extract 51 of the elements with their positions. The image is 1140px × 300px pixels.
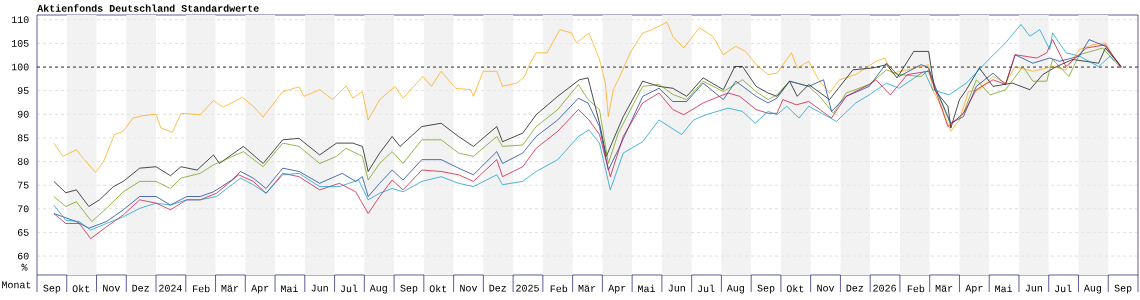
x-tick-label: Sep — [43, 284, 61, 294]
x-tick-label: Apr — [965, 284, 983, 294]
x-tick-label: Dez — [846, 284, 864, 292]
y-tick-label: 110 — [11, 16, 29, 24]
x-tick-label: Dez — [132, 284, 149, 292]
x-tick-label: Nov — [103, 284, 121, 292]
x-tick-label: Sep — [757, 284, 775, 294]
x-tick-label: Feb — [193, 284, 210, 293]
x-tick-label: Mai — [638, 284, 656, 293]
x-tick-label: 2025 — [516, 284, 539, 292]
x-tick-label: Mär — [221, 284, 239, 292]
x-tick-label: 2024 — [159, 284, 182, 292]
x-tick-label: Jul — [697, 284, 715, 293]
x-axis-title: Monat — [2, 281, 31, 289]
y-tick-label: 70 — [17, 205, 29, 213]
y-tick-label: 95 — [17, 87, 29, 95]
x-tick-label: Jul — [1054, 284, 1072, 293]
x-tick-label: Feb — [907, 284, 925, 293]
x-tick-label: Jun — [1025, 284, 1042, 292]
x-tick-label: Aug — [726, 284, 744, 294]
x-tick-label: Nov — [460, 284, 478, 292]
y-tick-label: 105 — [11, 39, 29, 47]
x-tick-label: Mai — [281, 284, 298, 293]
x-tick-label: Nov — [817, 284, 835, 292]
x-tick-label: Sep — [400, 284, 418, 294]
y-tick-label: 85 — [17, 134, 29, 142]
x-tick-label: Okt — [786, 284, 804, 293]
chart-title: Aktienfonds Deutschland Standardwerte — [37, 4, 259, 12]
x-tick-label: Apr — [608, 284, 626, 294]
x-tick-label: Mär — [578, 284, 596, 292]
x-tick-label: Sep — [1114, 284, 1132, 294]
y-tick-label: 60 — [17, 252, 29, 260]
x-tick-label: Jun — [668, 284, 685, 292]
y-tick-label: 90 — [17, 110, 29, 118]
y-tick-label: 100 — [11, 63, 29, 71]
x-tick-label: Dez — [489, 284, 506, 292]
x-tick-label: Okt — [429, 284, 447, 293]
x-tick-label: Okt — [72, 284, 90, 293]
y-tick-label: 75 — [17, 181, 29, 189]
x-tick-label: Aug — [369, 284, 387, 294]
x-tick-label: Mai — [995, 284, 1013, 293]
x-tick-label: 2026 — [873, 284, 896, 292]
x-tick-label: Jun — [311, 284, 328, 292]
y-axis-title: % — [21, 263, 28, 271]
x-tick-label: Mär — [935, 284, 953, 292]
x-tick-label: Aug — [1083, 284, 1102, 294]
y-tick-label: 80 — [17, 158, 29, 165]
x-tick-label: Feb — [550, 284, 568, 293]
x-tick-label: Apr — [251, 284, 269, 294]
x-tick-label: Jul — [340, 284, 358, 293]
y-tick-label: 65 — [17, 229, 29, 236]
